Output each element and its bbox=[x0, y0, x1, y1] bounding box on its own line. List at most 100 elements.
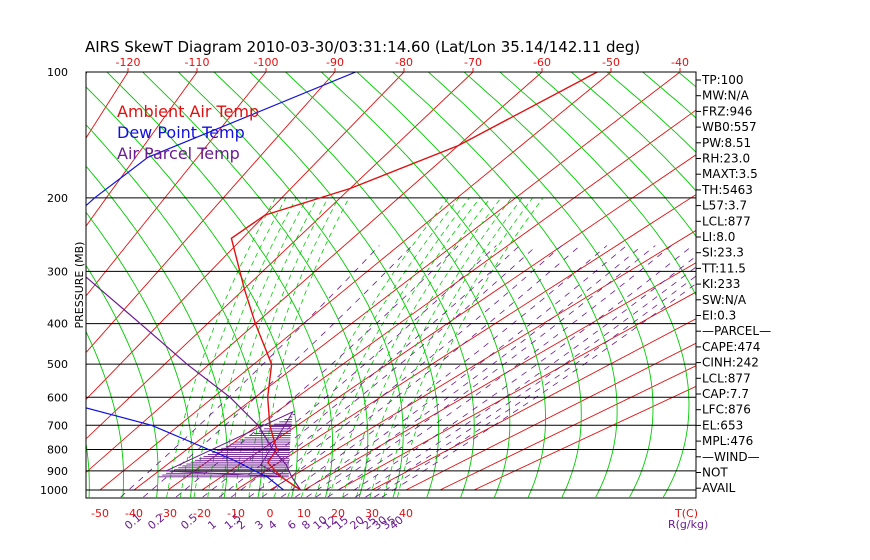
index-label: RH:23.0 bbox=[702, 152, 750, 166]
mixing-ratio-tick-label: 6 bbox=[285, 518, 299, 532]
moist-adiabat-line bbox=[397, 197, 544, 498]
dry-adiabat-line bbox=[786, 72, 870, 497]
index-label: TP:100 bbox=[701, 73, 744, 87]
isotherm-line bbox=[269, 229, 696, 491]
legend: Ambient Air Temp Dew Point Temp Air Parcel… bbox=[117, 102, 259, 163]
bottom-temp-tick-label: 10 bbox=[297, 507, 311, 520]
legend-entry: Ambient Air Temp bbox=[117, 102, 259, 121]
index-label: CINH:242 bbox=[702, 356, 759, 370]
index-label: —WIND— bbox=[702, 450, 760, 464]
isotherm-line bbox=[86, 72, 336, 354]
y-axis-label: PRESSURE (MB) bbox=[73, 242, 86, 329]
mixing-ratio-line bbox=[281, 245, 608, 498]
isotherm-line bbox=[439, 365, 696, 491]
profile-lines bbox=[86, 72, 598, 491]
moist-adiabat-line bbox=[355, 197, 512, 498]
legend-entry: Air Parcel Temp bbox=[117, 144, 240, 163]
chart-title: AIRS SkewT Diagram 2010-03-30/03:31:14.6… bbox=[85, 38, 640, 56]
isotherm-line bbox=[86, 72, 474, 440]
moist-adiabat-line bbox=[273, 197, 449, 498]
index-label: MPL:476 bbox=[702, 434, 753, 448]
mixing-ratio-line bbox=[248, 245, 563, 498]
moist-adiabat-line bbox=[221, 197, 318, 498]
dry-adiabat-line bbox=[249, 72, 475, 498]
index-label: NOT bbox=[702, 466, 728, 480]
isotherm-line bbox=[371, 318, 696, 491]
index-label: MAXT:3.5 bbox=[702, 167, 758, 181]
top-temp-tick-label: -80 bbox=[395, 56, 413, 69]
dry-adiabat-grid bbox=[0, 72, 870, 498]
pressure-tick-label: 400 bbox=[47, 318, 68, 331]
mixing-ratio-line bbox=[374, 275, 696, 498]
dry-adiabat-line bbox=[320, 72, 546, 498]
dry-adiabat-line bbox=[86, 86, 298, 498]
moist-adiabat-line bbox=[369, 197, 523, 498]
mixing-ratio-line bbox=[143, 245, 413, 498]
index-label: LFC:876 bbox=[702, 403, 751, 417]
mixing-ratio-tick-label: 1 bbox=[205, 518, 219, 532]
pressure-tick-label: 500 bbox=[47, 358, 68, 371]
dry-adiabat-line bbox=[142, 72, 369, 498]
dry-adiabat-line bbox=[285, 72, 511, 498]
index-label: SI:23.3 bbox=[702, 246, 744, 260]
index-label: LCL:877 bbox=[702, 371, 751, 385]
air-parcel-temp-line bbox=[86, 72, 302, 491]
bottom-temp-tick-label: 40 bbox=[399, 507, 413, 520]
dry-adiabat-line bbox=[86, 264, 159, 498]
moist-adiabat-line bbox=[262, 197, 350, 498]
dry-adiabat-line bbox=[821, 72, 870, 497]
mixing-ratio-tick-label: 4 bbox=[266, 518, 280, 532]
index-label: WB0:557 bbox=[702, 120, 757, 134]
bottom-temp-tick-label: 20 bbox=[331, 507, 345, 520]
dry-adiabat-line bbox=[0, 72, 22, 497]
mixing-ratio-line bbox=[231, 245, 538, 498]
bottom-temp-tick-label: -50 bbox=[91, 507, 109, 520]
pressure-tick-label: 1000 bbox=[40, 484, 68, 497]
mixing-ratio-line bbox=[355, 255, 696, 498]
top-temp-tick-label: -50 bbox=[602, 56, 620, 69]
bottom-temp-tick-label: 0 bbox=[267, 507, 274, 520]
mixing-ratio-line bbox=[175, 245, 459, 498]
dry-adiabat-line bbox=[750, 72, 870, 497]
top-temp-tick-label: -120 bbox=[116, 56, 141, 69]
dry-adiabat-line bbox=[178, 72, 404, 498]
isotherm-line bbox=[86, 72, 267, 297]
index-label: KI:233 bbox=[702, 277, 740, 291]
dry-adiabat-line bbox=[463, 72, 690, 498]
top-temp-tick-label: -60 bbox=[533, 56, 551, 69]
index-label: FRZ:946 bbox=[702, 104, 752, 118]
moist-adiabat-line bbox=[328, 197, 491, 498]
isobar-grid bbox=[86, 71, 696, 491]
mixing-ratio-line bbox=[306, 245, 643, 498]
dew-point-temp-line bbox=[86, 72, 356, 491]
top-temp-tick-label: -90 bbox=[326, 56, 344, 69]
isotherm-line bbox=[86, 72, 405, 401]
legend-entry: Dew Point Temp bbox=[117, 123, 245, 142]
index-label: TH:5463 bbox=[701, 183, 753, 197]
mixing-ratio-unit: R(g/kg) bbox=[668, 518, 708, 531]
ambient-air-temp-line bbox=[230, 72, 598, 491]
moist-adiabat-line bbox=[248, 197, 339, 498]
plot-frame bbox=[85, 71, 697, 499]
dry-adiabat-line bbox=[106, 72, 333, 498]
bottom-axis-unit: T(C) bbox=[674, 507, 698, 520]
index-label: LI:8.0 bbox=[702, 230, 735, 244]
dry-adiabat-line bbox=[213, 72, 440, 498]
dry-adiabat-line bbox=[356, 72, 582, 498]
index-label: CAPE:474 bbox=[702, 340, 760, 354]
isotherm-line bbox=[405, 342, 696, 491]
index-label: SW:N/A bbox=[702, 293, 747, 307]
index-label: CAP:7.7 bbox=[702, 387, 749, 401]
bottom-temp-tick-label: -40 bbox=[125, 507, 143, 520]
isotherm-line bbox=[86, 72, 198, 227]
mixing-ratio-line bbox=[120, 245, 380, 498]
mixing-ratio-line bbox=[381, 283, 696, 498]
bottom-temp-tick-label: -20 bbox=[193, 507, 211, 520]
isotherm-line bbox=[99, 72, 612, 491]
top-temp-tick-label: -70 bbox=[464, 56, 482, 69]
moist-adiabat-line bbox=[193, 197, 297, 498]
index-label: TT:11.5 bbox=[701, 261, 746, 275]
moist-adiabat-line bbox=[180, 197, 287, 498]
isotherm-line bbox=[133, 72, 681, 491]
dry-adiabat-line bbox=[642, 72, 696, 119]
